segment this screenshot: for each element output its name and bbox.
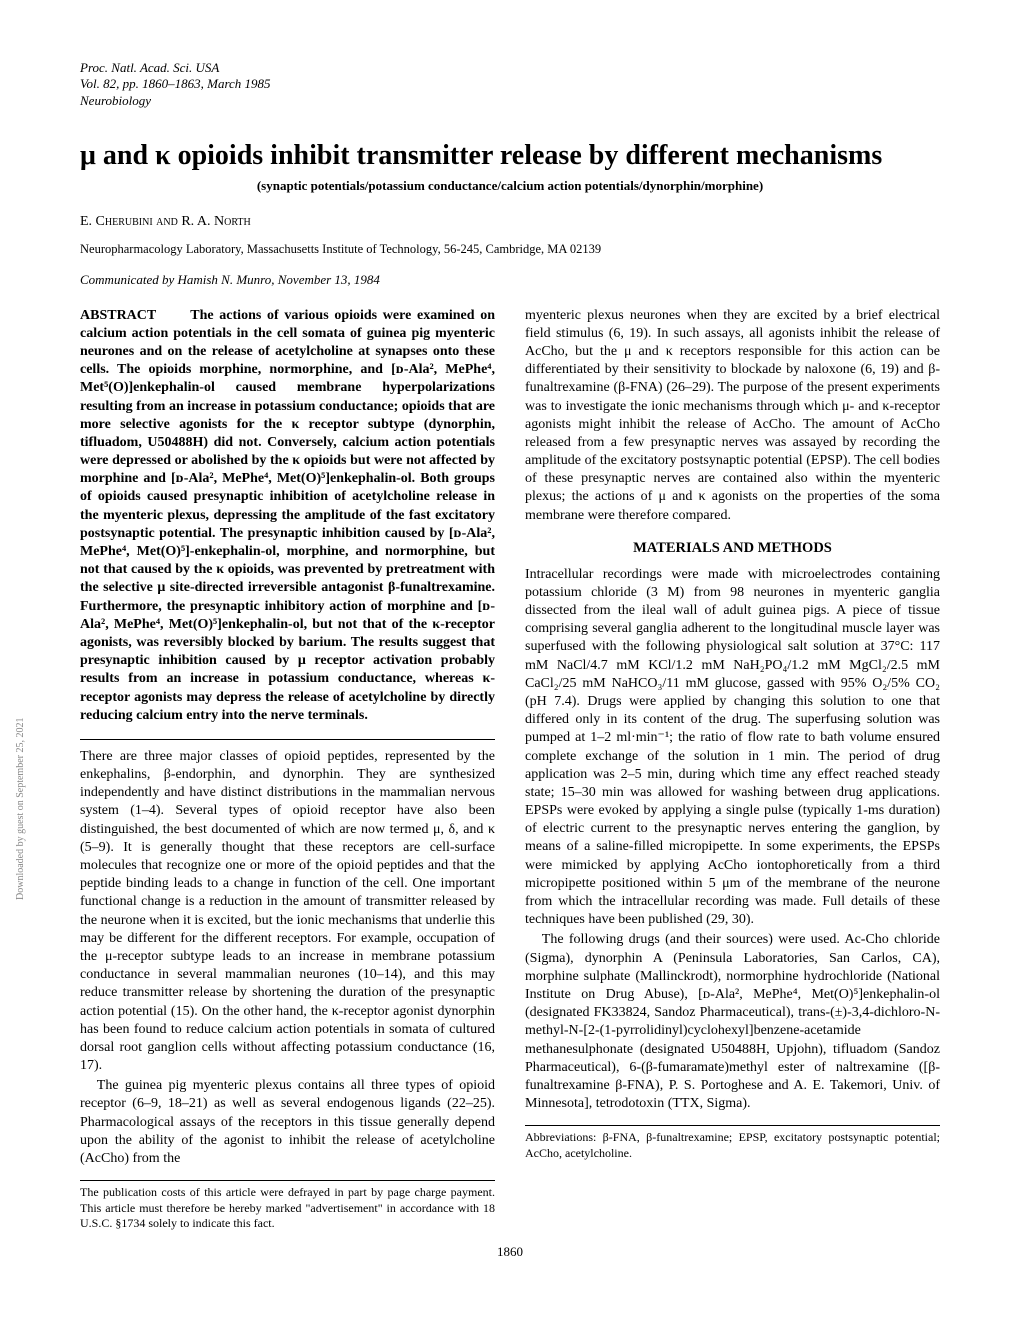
abstract-block: ABSTRACT The actions of various opioids … <box>80 307 495 725</box>
intro-paragraph-1: There are three major classes of opioid … <box>80 748 495 1075</box>
methods-paragraph-2: The following drugs (and their sources) … <box>525 931 940 1113</box>
journal-volume: Vol. 82, pp. 1860–1863, March 1985 <box>80 76 940 92</box>
article-keywords: (synaptic potentials/potassium conductan… <box>80 178 940 195</box>
methods-paragraph-1: Intracellular recordings were made with … <box>525 566 940 930</box>
methods-heading: MATERIALS AND METHODS <box>525 539 940 558</box>
article-authors: E. Cherubini and R. A. North <box>80 213 940 231</box>
footnote-separator-right <box>525 1125 940 1126</box>
footnote-right: Abbreviations: β-FNA, β-funaltrexamine; … <box>525 1130 940 1161</box>
article-body-columns: ABSTRACT The actions of various opioids … <box>80 307 940 1232</box>
page-number: 1860 <box>80 1244 940 1261</box>
footnote-left: The publication costs of this article we… <box>80 1185 495 1232</box>
abstract-heading: ABSTRACT <box>80 308 156 323</box>
journal-header: Proc. Natl. Acad. Sci. USA Vol. 82, pp. … <box>80 60 940 109</box>
article-communicated: Communicated by Hamish N. Munro, Novembe… <box>80 272 940 289</box>
footnote-separator-left <box>80 1180 495 1181</box>
article-affiliation: Neuropharmacology Laboratory, Massachuse… <box>80 241 940 257</box>
journal-name: Proc. Natl. Acad. Sci. USA <box>80 60 940 76</box>
abstract-divider <box>80 739 495 740</box>
article-title: μ and κ opioids inhibit transmitter rele… <box>80 139 940 173</box>
journal-section: Neurobiology <box>80 93 940 109</box>
abstract-text: The actions of various opioids were exam… <box>80 308 495 723</box>
intro-paragraph-2: The guinea pig myenteric plexus contains… <box>80 1077 495 1168</box>
download-sidebar-text: Downloaded by guest on September 25, 202… <box>14 718 27 900</box>
intro-paragraph-3: myenteric plexus neurones when they are … <box>525 307 940 525</box>
